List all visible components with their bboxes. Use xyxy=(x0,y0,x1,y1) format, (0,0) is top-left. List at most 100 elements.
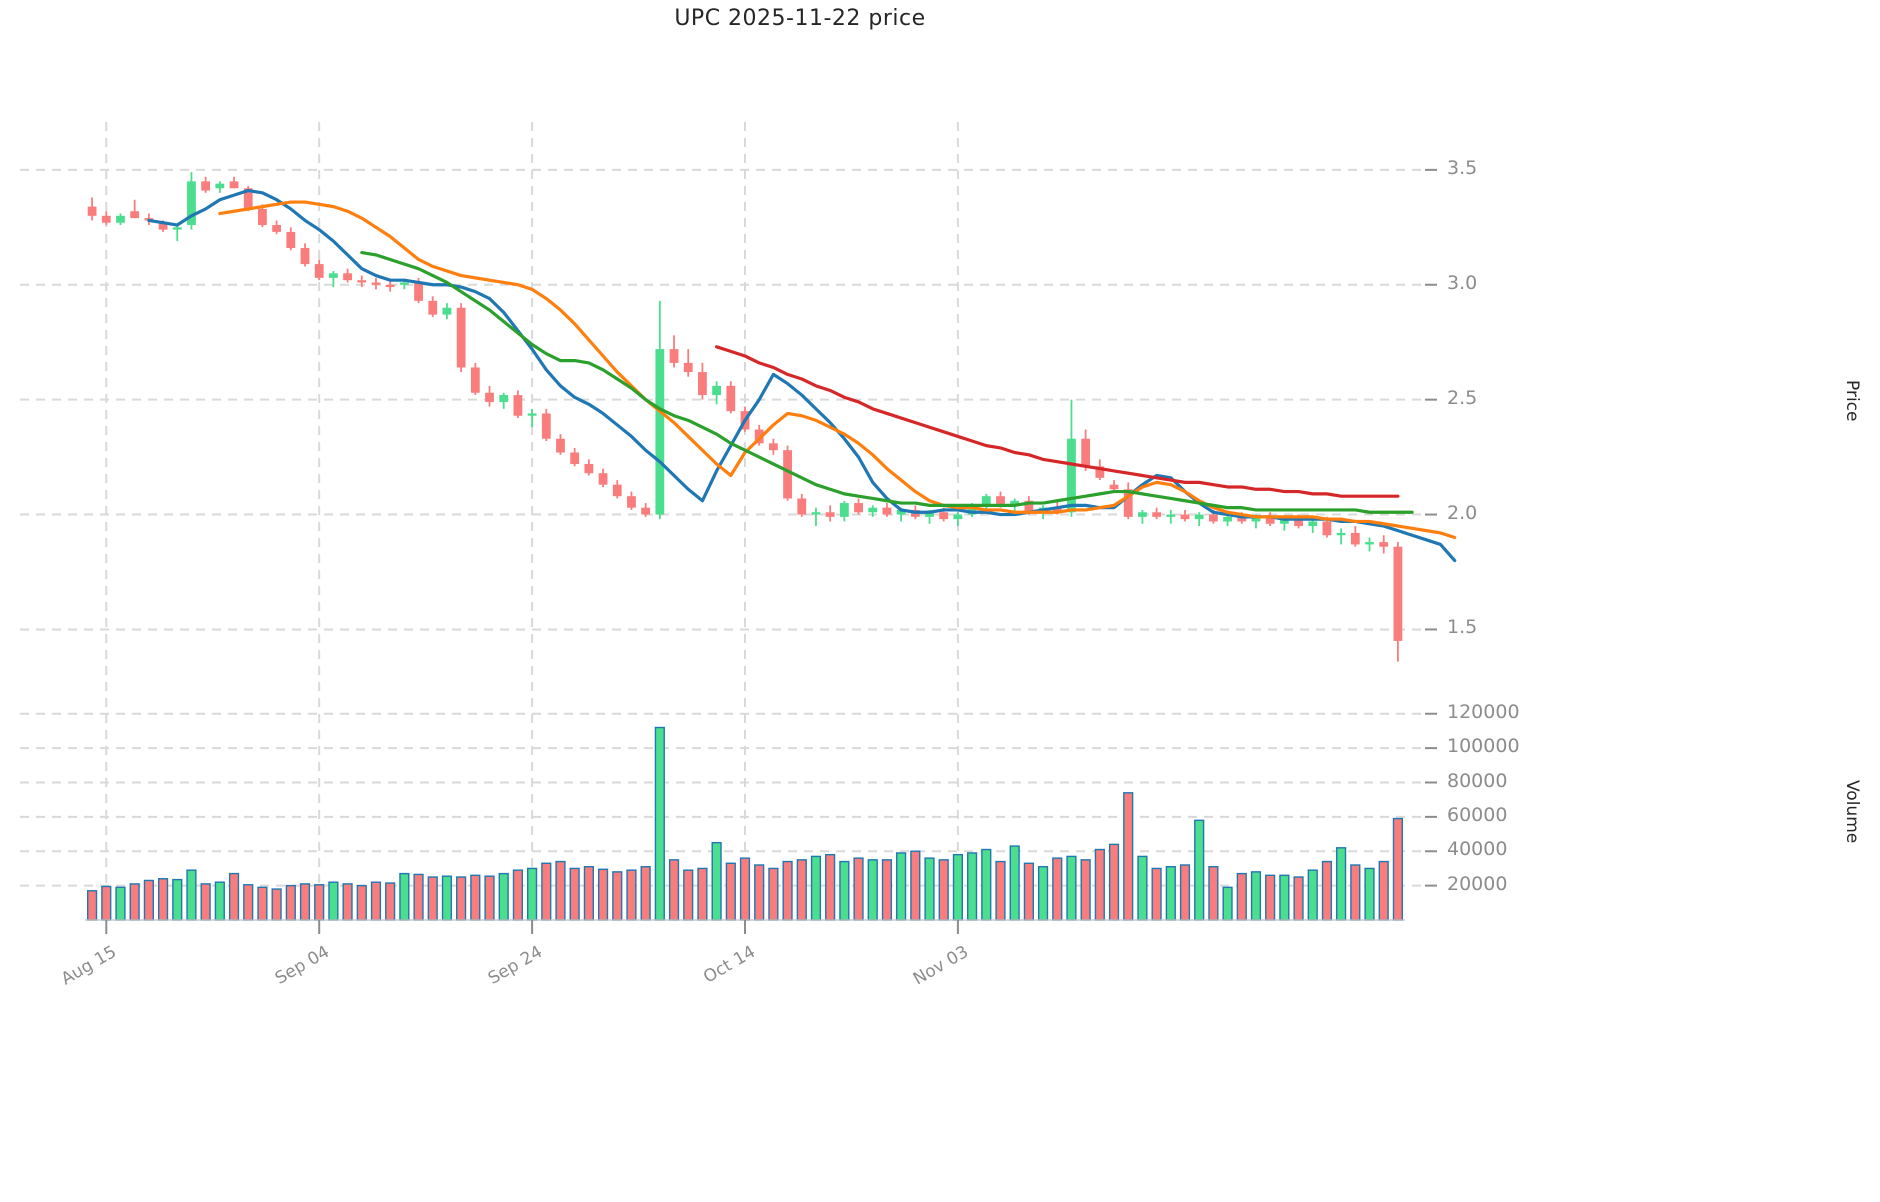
volume-tick-label: 120000 xyxy=(1447,700,1520,723)
volume-bar xyxy=(583,866,594,921)
volume-bar xyxy=(413,873,424,921)
volume-bar xyxy=(186,869,197,921)
volume-bar xyxy=(881,859,893,921)
candlestick xyxy=(754,424,764,446)
grid-layer xyxy=(20,122,1425,920)
candlestick xyxy=(1180,509,1190,522)
candlestick xyxy=(627,491,636,510)
candlestick xyxy=(570,447,580,467)
candlestick xyxy=(1194,512,1204,527)
candlestick xyxy=(1081,429,1091,471)
volume-bar xyxy=(157,878,169,921)
candlestick xyxy=(683,349,693,377)
candlestick xyxy=(1308,519,1318,533)
volume-bar xyxy=(399,872,410,921)
volume-bar xyxy=(1194,819,1205,921)
price-tick-label: 1.5 xyxy=(1447,616,1478,639)
volume-bar xyxy=(328,881,339,921)
volume-bar xyxy=(427,876,438,921)
price-tick-label: 2.5 xyxy=(1447,386,1478,409)
volume-bar xyxy=(1179,864,1191,921)
volume-bar xyxy=(995,860,1006,921)
candlestick xyxy=(527,408,537,428)
candlestick xyxy=(513,390,523,419)
volume-bar xyxy=(470,874,481,921)
volume-bar xyxy=(512,869,524,921)
candlestick xyxy=(343,268,352,283)
volume-bar xyxy=(314,884,325,921)
ma-line-ma20 xyxy=(360,250,1414,514)
candlestick xyxy=(726,381,736,414)
volume-bar xyxy=(796,859,807,921)
candlestick xyxy=(953,512,963,527)
volume-bar xyxy=(1080,859,1091,921)
candlestick xyxy=(130,199,140,219)
volume-bar xyxy=(810,855,822,921)
volume-bar xyxy=(101,885,112,921)
candlestick xyxy=(116,213,125,226)
volume-bar xyxy=(1037,866,1049,921)
volume-bar xyxy=(498,872,509,921)
candlestick xyxy=(215,181,225,193)
candlestick xyxy=(541,408,551,442)
candlestick xyxy=(314,259,324,281)
candlestick xyxy=(811,507,821,527)
volume-tick-label: 20000 xyxy=(1447,872,1508,895)
volume-bar xyxy=(1009,845,1020,921)
candlestick xyxy=(229,176,239,189)
volume-bar xyxy=(1123,792,1134,921)
candlestick xyxy=(499,392,509,409)
candlestick xyxy=(698,362,707,400)
volume-bar xyxy=(1151,867,1162,921)
volume-tick-label: 60000 xyxy=(1447,803,1508,826)
candlestick xyxy=(1109,480,1119,492)
candlestick xyxy=(187,172,196,230)
price-tick-label: 3.0 xyxy=(1447,271,1478,294)
volume-bar xyxy=(1336,847,1347,921)
candlestick xyxy=(1379,535,1389,554)
volume-bar xyxy=(1236,872,1247,921)
volume-bars-layer xyxy=(85,726,1405,921)
volume-bar xyxy=(385,882,396,921)
candlestick xyxy=(1365,537,1374,552)
volume-bar xyxy=(1350,864,1361,921)
volume-bar xyxy=(243,884,254,921)
volume-bar xyxy=(1307,869,1318,921)
candlestick xyxy=(456,303,466,373)
candlestick xyxy=(1166,509,1176,524)
volume-tick-label: 100000 xyxy=(1447,735,1520,758)
price-tick-label: 2.0 xyxy=(1447,501,1478,524)
candlestick xyxy=(612,480,622,499)
volume-bar xyxy=(1094,848,1105,921)
page-title: UPC 2025-11-22 price xyxy=(674,6,926,31)
volume-bar xyxy=(867,859,878,921)
volume-bar xyxy=(654,726,665,921)
volume-bar xyxy=(1321,860,1333,921)
candlestick xyxy=(797,493,807,517)
volume-bar xyxy=(1108,843,1120,921)
volume-bar xyxy=(966,852,978,921)
candlestick xyxy=(556,434,565,455)
volume-bar xyxy=(1165,866,1176,921)
volume-bar xyxy=(172,878,183,921)
volume-bar xyxy=(1392,817,1404,921)
candlestick xyxy=(172,225,182,242)
candlestick xyxy=(1336,528,1346,545)
candlestick xyxy=(584,459,594,476)
volume-bar xyxy=(299,883,311,921)
volume-bar xyxy=(569,867,580,921)
candlestick xyxy=(1393,542,1403,662)
volume-bar xyxy=(782,860,793,921)
price-candles-layer xyxy=(87,172,1403,662)
volume-bar xyxy=(555,860,566,921)
volume-bar xyxy=(1066,855,1077,921)
volume-bar xyxy=(285,884,296,921)
candlestick xyxy=(598,468,608,487)
candlestick xyxy=(768,438,778,455)
candlestick xyxy=(201,176,211,193)
ma-line-ma10 xyxy=(218,200,1457,540)
moving-average-layer xyxy=(147,188,1457,563)
price-tick-label: 3.5 xyxy=(1447,156,1478,179)
volume-bar xyxy=(1265,874,1276,921)
volume-bar xyxy=(271,888,282,921)
